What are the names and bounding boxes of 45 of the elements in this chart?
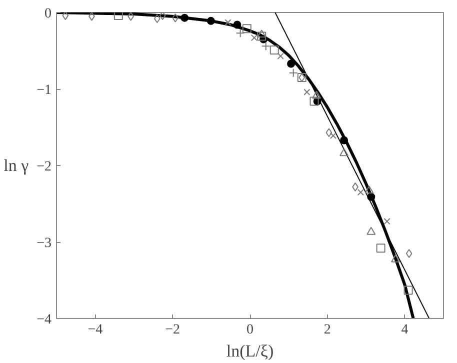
y-tick-label: −3	[36, 236, 52, 251]
point	[257, 32, 266, 41]
point	[312, 90, 322, 99]
point	[180, 14, 189, 22]
point	[233, 20, 242, 29]
point	[257, 30, 266, 38]
point	[159, 12, 166, 20]
y-tick-label: −2	[36, 160, 52, 174]
y-tick-label: −1	[36, 83, 52, 98]
point	[404, 286, 413, 295]
point	[154, 14, 160, 24]
x-axis-title: ln(L/ξ)	[226, 342, 274, 360]
point	[391, 254, 400, 262]
point	[330, 132, 337, 139]
point	[128, 12, 134, 21]
x-tick-label: 2	[324, 322, 331, 338]
y-tick-label: 0	[44, 6, 52, 22]
y-tick-label: −4	[36, 312, 52, 328]
point	[88, 12, 95, 21]
point	[277, 52, 284, 60]
point	[62, 12, 69, 20]
point	[242, 24, 252, 34]
x-tick-label: −4	[88, 322, 103, 338]
point	[367, 192, 376, 201]
point	[384, 218, 390, 225]
point	[376, 244, 386, 253]
x-tick-label: 4	[401, 322, 408, 338]
point	[406, 248, 412, 258]
point	[326, 128, 332, 138]
point	[206, 16, 215, 25]
point	[114, 12, 123, 20]
point	[340, 136, 348, 144]
point	[304, 88, 310, 96]
x-tick-label: 0	[246, 322, 254, 338]
point	[364, 186, 374, 194]
point	[310, 96, 319, 106]
point	[250, 34, 258, 42]
point	[357, 188, 364, 196]
point	[287, 60, 296, 68]
y-axis-title: ln γ	[4, 156, 30, 175]
x-tick-label: −2	[165, 322, 180, 338]
point	[366, 226, 376, 235]
point	[224, 19, 232, 26]
point	[340, 148, 349, 156]
point	[270, 45, 279, 54]
